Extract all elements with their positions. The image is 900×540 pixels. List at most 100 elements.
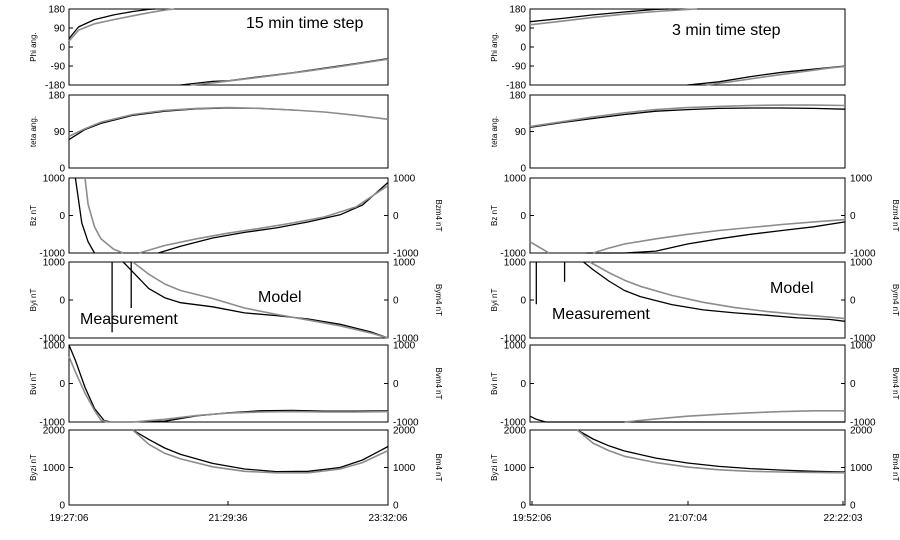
y-tick-label-1-2-1: 0 — [520, 211, 526, 222]
x-tick-label-1-2: 22:22:03 — [824, 513, 863, 524]
y-tick-label-1-2-2: -1000 — [500, 249, 526, 260]
y-tick-label-0-2-1: 0 — [59, 211, 65, 222]
measurement-line-1-1-0 — [529, 107, 846, 129]
y-tick-label-1-0-3: -90 — [512, 62, 527, 73]
y-tick-label-0-0-2: 0 — [59, 43, 65, 54]
y-tick-label-0-0-1: 90 — [54, 24, 66, 35]
y-right-axis-label-1-3: Bym4 nT — [891, 284, 900, 316]
model-line-1-1-1 — [529, 104, 846, 128]
y-axis-label-1-2: Bz nT — [490, 205, 499, 226]
y-right-axis-label-0-2: Bzm4 nT — [434, 199, 443, 231]
y-right-axis-label-0-4: Bvm4 nT — [434, 367, 443, 399]
y-axis-label-1-1: teta ang. — [490, 116, 499, 147]
model-line-1-2-2 — [592, 218, 846, 254]
measurement-line-1-2-0 — [586, 221, 846, 254]
measurement-line-1-0-0 — [529, 8, 669, 23]
x-tick-label-0-0: 19:27:06 — [50, 513, 89, 524]
y-right-tick-label-1-5-1: 1000 — [850, 463, 873, 474]
y-tick-label-0-0-3: -90 — [51, 62, 66, 73]
y-axis-label-0-2: Bz nT — [29, 205, 38, 226]
chart-title-3-min: 3 min time step — [672, 22, 781, 39]
y-right-tick-label-0-2-2: -1000 — [393, 249, 419, 260]
model-line-0-0-2 — [68, 8, 175, 42]
y-tick-label-1-3-1: 0 — [520, 296, 526, 307]
y-tick-label-0-4-0: 1000 — [43, 341, 66, 352]
y-tick-label-0-3-1: 0 — [59, 296, 65, 307]
y-tick-label-0-5-2: 0 — [59, 501, 65, 512]
measurement-line-0-0-0 — [68, 8, 156, 40]
y-tick-label-1-0-1: 90 — [515, 24, 527, 35]
y-right-tick-label-0-2-0: 1000 — [393, 174, 416, 185]
y-right-tick-label-1-4-2: -1000 — [850, 418, 876, 429]
model-line-1-0-2 — [529, 8, 698, 26]
model-line-1-2-1 — [529, 241, 550, 254]
measurement-line-0-4-0 — [68, 344, 389, 423]
y-tick-label-0-5-0: 2000 — [43, 426, 66, 437]
y-right-axis-label-1-4: Bvm4 nT — [891, 367, 900, 399]
measurement-line-1-5-0 — [576, 429, 846, 473]
y-tick-label-0-3-2: -1000 — [39, 334, 65, 345]
y-right-tick-label-0-5-1: 1000 — [393, 463, 416, 474]
annotation-measurement-right: Measurement — [552, 306, 650, 323]
y-right-tick-label-1-2-0: 1000 — [850, 174, 873, 185]
x-tick-label-0-1: 21:29:36 — [209, 513, 248, 524]
y-right-tick-label-1-3-1: 0 — [850, 296, 856, 307]
y-tick-label-0-3-0: 1000 — [43, 258, 66, 269]
measurement-line-1-0-1 — [687, 65, 846, 86]
measurement-line-0-3-0 — [122, 261, 389, 339]
y-tick-label-1-0-0: 180 — [509, 5, 526, 16]
y-tick-label-0-0-0: 180 — [48, 5, 65, 16]
y-tick-label-1-5-2: 0 — [520, 501, 526, 512]
y-tick-label-0-4-1: 0 — [59, 379, 65, 390]
measurement-line-1-3-0 — [583, 261, 846, 322]
y-right-tick-label-0-4-2: -1000 — [393, 418, 419, 429]
model-line-0-2-2 — [84, 177, 124, 254]
model-line-1-3-1 — [589, 261, 846, 320]
y-axis-label-0-5: Byzi nT — [29, 454, 38, 481]
y-tick-label-1-4-1: 0 — [520, 379, 526, 390]
y-right-tick-label-0-5-2: 0 — [393, 501, 399, 512]
y-tick-label-1-5-0: 2000 — [504, 426, 527, 437]
y-right-tick-label-1-4-1: 0 — [850, 379, 856, 390]
y-tick-label-1-1-2: 0 — [520, 164, 526, 175]
y-axis-label-0-3: Byi nT — [29, 289, 38, 312]
y-tick-label-0-1-0: 180 — [48, 91, 65, 102]
y-tick-label-1-4-2: -1000 — [500, 418, 526, 429]
y-axis-label-1-4: Bvi nT — [490, 372, 499, 395]
y-tick-label-0-1-1: 90 — [54, 127, 66, 138]
y-axis-label-0-0: Phi ang. — [29, 32, 38, 61]
annotation-measurement-left: Measurement — [80, 311, 178, 328]
measurement-line-0-2-1 — [158, 182, 389, 254]
model-line-1-0-3 — [706, 65, 846, 86]
measurement-line-0-5-0 — [132, 429, 389, 473]
y-tick-label-1-3-0: 1000 — [504, 258, 527, 269]
y-tick-label-0-5-1: 1000 — [43, 463, 66, 474]
x-tick-label-0-2: 23:32:06 — [369, 513, 408, 524]
measurement-line-1-4-0 — [529, 415, 845, 423]
y-tick-label-1-2-0: 1000 — [504, 174, 527, 185]
y-right-tick-label-1-4-0: 1000 — [850, 341, 873, 352]
y-right-tick-label-0-2-1: 0 — [393, 211, 399, 222]
y-tick-label-0-4-2: -1000 — [39, 418, 65, 429]
y-tick-label-1-3-2: -1000 — [500, 334, 526, 345]
y-tick-label-1-5-1: 1000 — [504, 463, 527, 474]
y-right-tick-label-0-5-0: 2000 — [393, 426, 416, 437]
y-right-tick-label-1-5-0: 2000 — [850, 426, 873, 437]
y-tick-label-1-0-4: -180 — [506, 81, 526, 92]
model-line-1-4-1 — [624, 409, 845, 423]
y-right-tick-label-0-3-1: 0 — [393, 296, 399, 307]
model-line-0-5-1 — [132, 429, 389, 474]
y-right-tick-label-1-3-2: -1000 — [850, 334, 876, 345]
y-tick-label-0-1-2: 0 — [59, 164, 65, 175]
y-axis-label-0-4: Bvi nT — [29, 372, 38, 395]
y-right-tick-label-1-2-2: -1000 — [850, 249, 876, 260]
y-tick-label-1-4-0: 1000 — [504, 341, 527, 352]
y-tick-label-1-1-0: 180 — [509, 91, 526, 102]
model-line-0-1-1 — [68, 106, 389, 138]
y-axis-label-0-1: teta ang. — [29, 116, 38, 147]
y-tick-label-1-1-1: 90 — [515, 127, 527, 138]
y-tick-label-0-0-4: -180 — [45, 81, 65, 92]
model-line-0-3-1 — [132, 261, 389, 339]
